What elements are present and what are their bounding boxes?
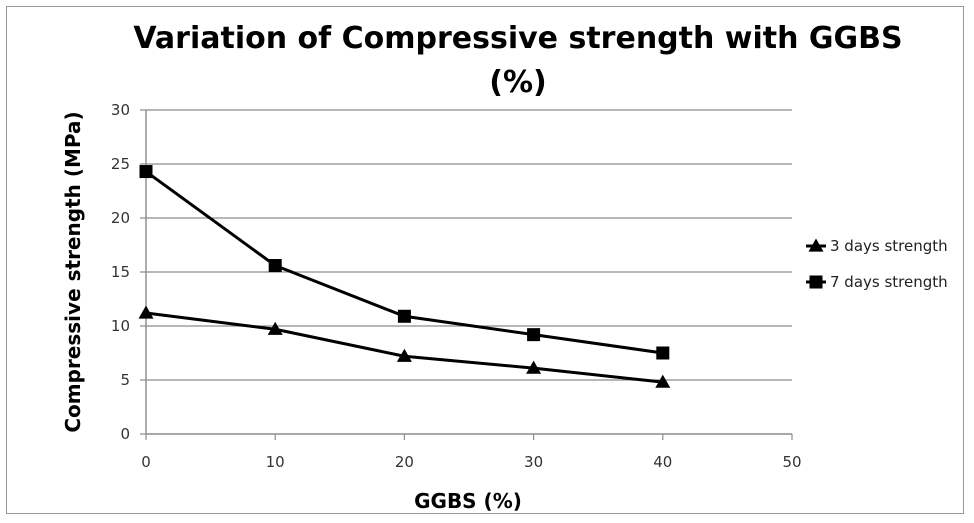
data-point-triangle [655, 374, 671, 388]
series-group [138, 165, 671, 388]
legend-marker-square [809, 275, 823, 289]
y-axis-title: Compressive strength (MPa) [61, 111, 85, 432]
y-tick-label: 10 [111, 317, 130, 335]
gridlines [146, 109, 792, 381]
data-point-square [268, 259, 282, 273]
y-tick-label: 25 [111, 155, 130, 173]
data-point-triangle [396, 348, 412, 362]
y-tick-label: 20 [111, 209, 130, 227]
data-point-square [139, 165, 153, 179]
x-tick-label: 40 [653, 453, 672, 471]
chart-title-line1: Variation of Compressive strength with G… [133, 21, 902, 56]
data-point-square [397, 309, 411, 323]
axes [140, 109, 793, 440]
data-point-triangle [526, 360, 542, 374]
data-point-triangle [267, 321, 283, 335]
data-point-triangle [138, 305, 154, 319]
x-tick-label: 50 [782, 453, 801, 471]
tick-labels: 0 5 10 15 20 25 30 0 10 20 30 40 50 [111, 101, 802, 471]
chart-frame [6, 6, 964, 514]
x-tick-label: 30 [524, 453, 543, 471]
y-tick-label: 0 [120, 425, 130, 443]
chart-title-line2: (%) [489, 65, 546, 100]
data-point-square [527, 328, 541, 342]
legend-label: 7 days strength [830, 273, 948, 291]
y-tick-label: 5 [120, 371, 130, 389]
x-tick-label: 20 [395, 453, 414, 471]
x-tick-label: 10 [266, 453, 285, 471]
series-line-1 [145, 311, 663, 384]
x-tick-label: 0 [141, 453, 151, 471]
y-tick-label: 30 [111, 101, 130, 119]
legend: 3 days strength 7 days strength [806, 237, 948, 291]
data-point-square [656, 346, 670, 360]
legend-marker-triangle [808, 238, 824, 252]
legend-label: 3 days strength [830, 237, 948, 255]
x-axis-title: GGBS (%) [414, 489, 522, 513]
y-tick-label: 15 [111, 263, 130, 281]
